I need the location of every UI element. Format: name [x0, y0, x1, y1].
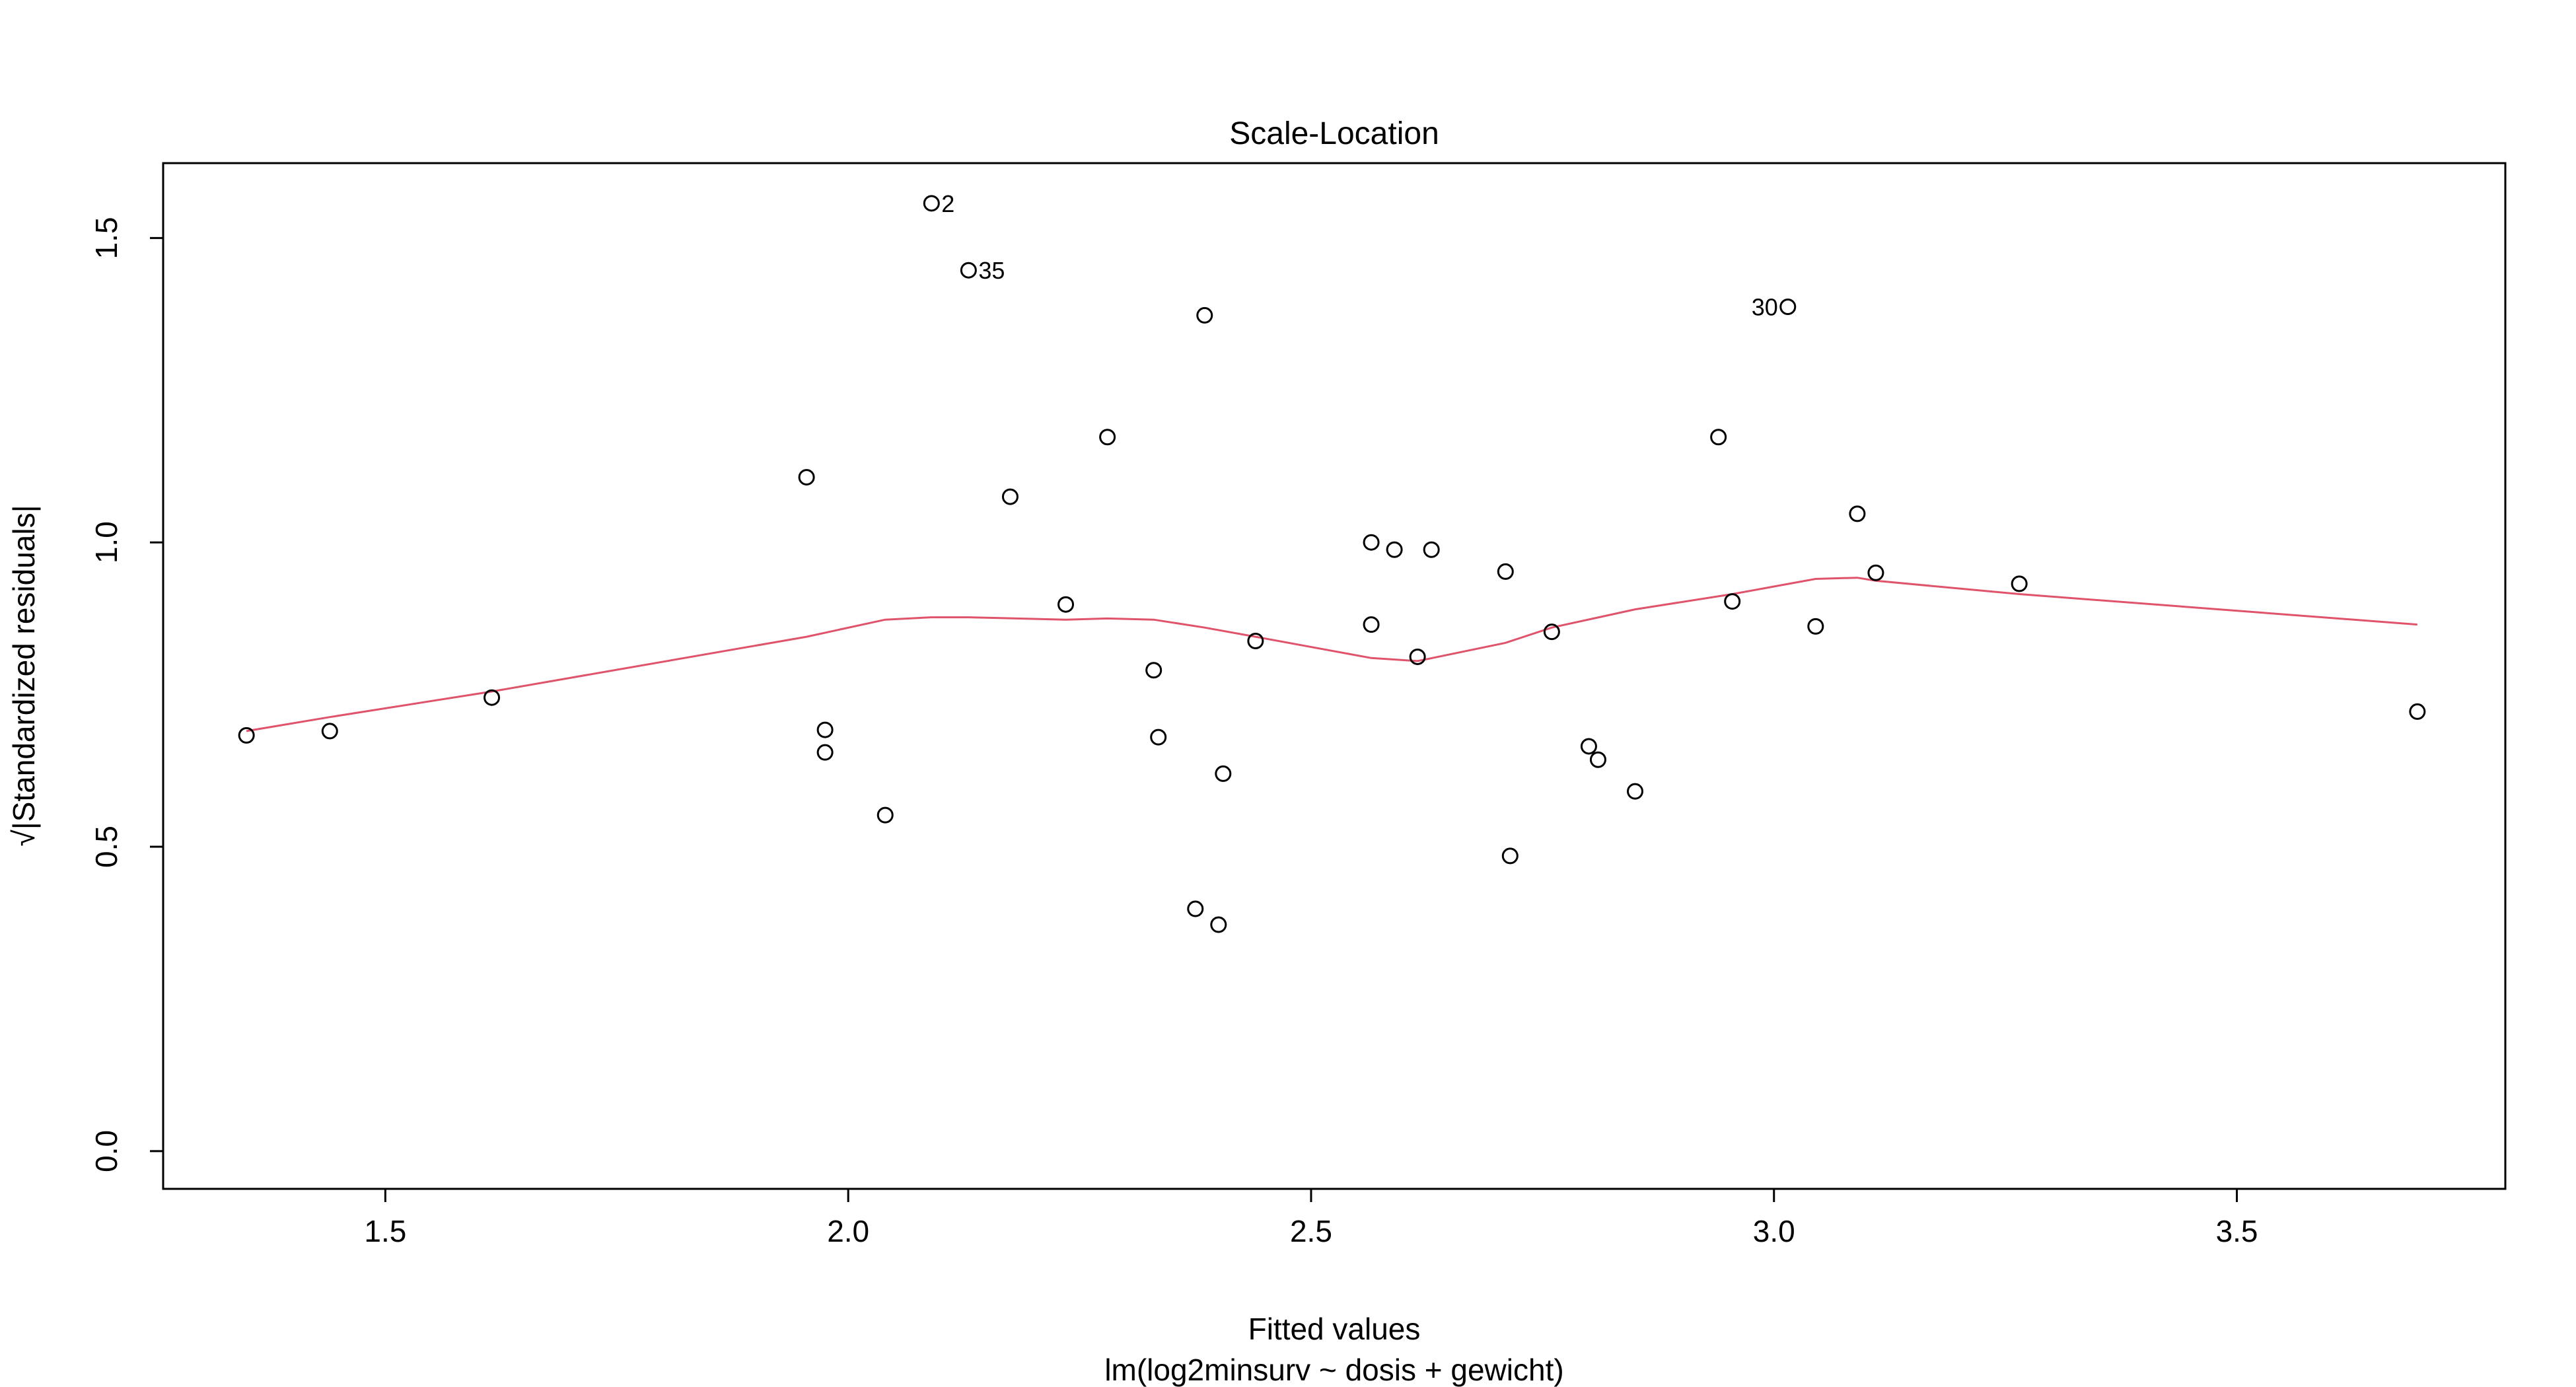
data-point — [1580, 738, 1597, 755]
y-tick-label: 0.5 — [89, 826, 124, 868]
chart-subtitle: lm(log2minsurv ~ dosis + gewicht) — [1104, 1353, 1563, 1387]
data-point — [1363, 616, 1380, 633]
y-axis: 0.0 0.5 1.0 1.5 — [89, 217, 164, 1172]
y-tick-label: 0.0 — [89, 1130, 124, 1172]
data-point — [1210, 916, 1227, 933]
point-label: 2 — [941, 190, 954, 217]
data-point — [1807, 618, 1824, 635]
x-tick-label: 3.0 — [1753, 1214, 1795, 1248]
smoother-line — [246, 577, 2417, 732]
point-labels: 2 35 30 — [941, 190, 1777, 321]
data-point — [816, 744, 834, 761]
data-points — [238, 195, 2426, 933]
data-point — [1497, 563, 1514, 580]
data-point — [1145, 662, 1163, 679]
data-point — [1724, 593, 1741, 610]
data-point — [1099, 429, 1116, 446]
data-point — [1150, 729, 1167, 746]
data-point — [1196, 306, 1213, 324]
x-tick-label: 2.0 — [827, 1214, 869, 1248]
y-tick-label: 1.0 — [89, 521, 124, 563]
data-point — [1627, 783, 1644, 800]
data-point — [238, 727, 255, 744]
data-point — [877, 806, 894, 824]
data-point — [483, 689, 501, 706]
data-point — [2011, 575, 2028, 592]
data-point — [816, 721, 834, 738]
data-point — [1501, 847, 1519, 865]
data-point — [1001, 488, 1019, 505]
data-point — [1849, 505, 1866, 522]
data-point — [2409, 703, 2426, 720]
data-point — [1423, 541, 1440, 558]
x-tick-label: 1.5 — [364, 1214, 406, 1248]
x-axis: 1.5 2.0 2.5 3.0 3.5 — [364, 1188, 2258, 1248]
data-point — [1187, 900, 1204, 917]
data-point — [1710, 429, 1727, 446]
point-label: 30 — [1752, 294, 1778, 321]
data-point — [1589, 751, 1606, 768]
x-tick-label: 2.5 — [1290, 1214, 1332, 1248]
data-point — [1386, 541, 1403, 558]
data-point — [1215, 765, 1232, 782]
data-point — [1779, 299, 1797, 316]
data-point — [321, 723, 338, 740]
data-point — [1363, 534, 1380, 551]
data-point — [1409, 648, 1426, 665]
chart-title: Scale-Location — [1229, 116, 1439, 151]
data-point — [1867, 564, 1884, 581]
data-point — [798, 469, 815, 486]
y-tick-label: 1.5 — [89, 217, 124, 259]
x-axis-label: Fitted values — [1248, 1312, 1421, 1346]
data-point — [1543, 623, 1560, 641]
data-point — [960, 262, 977, 279]
point-label: 35 — [978, 257, 1005, 284]
data-point — [1057, 596, 1075, 613]
data-point — [1247, 633, 1264, 650]
x-tick-label: 3.5 — [2216, 1214, 2258, 1248]
plot-frame — [162, 162, 2507, 1190]
y-axis-label: √|Standardized residuals| — [7, 505, 41, 846]
data-point — [923, 195, 940, 212]
